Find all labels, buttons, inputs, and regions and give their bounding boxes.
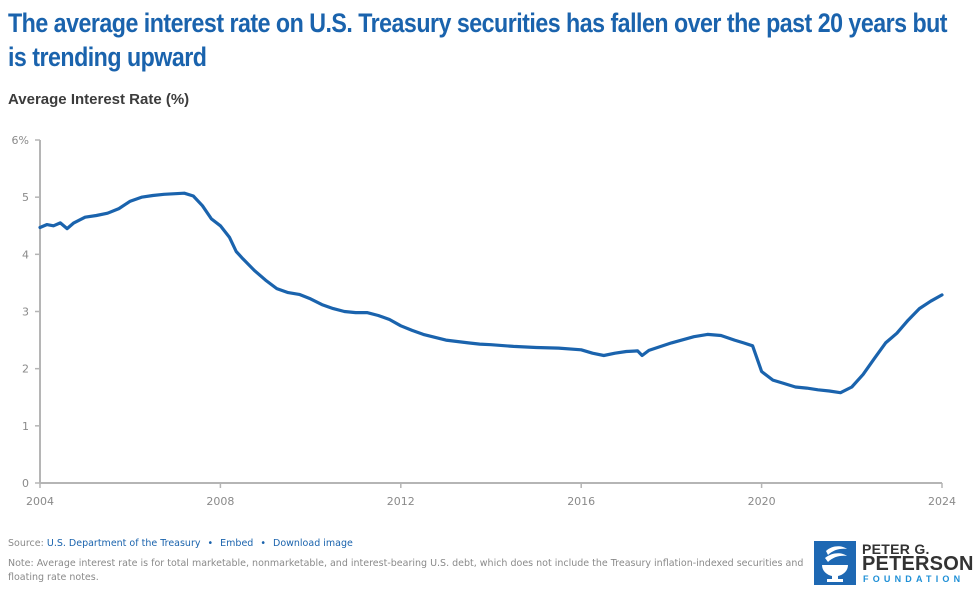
y-tick-label: 0 — [22, 477, 29, 490]
x-tick-label: 2008 — [206, 495, 234, 508]
logo-line-3: FOUNDATION — [863, 574, 965, 584]
x-tick-label: 2012 — [387, 495, 415, 508]
y-tick-label: 4 — [22, 248, 29, 261]
y-tick-label: 3 — [22, 306, 29, 319]
source-label: Source: — [8, 538, 44, 549]
torch-icon — [814, 541, 856, 585]
x-tick-label: 2020 — [748, 495, 776, 508]
chart-note: Note: Average interest rate is for total… — [8, 558, 804, 583]
embed-link[interactable]: Embed — [220, 538, 254, 549]
source-link[interactable]: U.S. Department of the Treasury — [46, 538, 201, 549]
source-line: Source: U.S. Department of the Treasury … — [8, 538, 353, 549]
y-tick-label: 1 — [22, 420, 29, 433]
x-axis: 2004 2008 2012 2016 2020 2024 — [26, 482, 956, 508]
x-tick-label: 2004 — [26, 495, 54, 508]
x-tick-label: 2024 — [928, 495, 956, 508]
y-tick-label: 2 — [22, 363, 29, 376]
x-tick-label: 2016 — [567, 495, 595, 508]
plot-area — [38, 191, 944, 395]
download-image-link[interactable]: Download image — [273, 538, 353, 549]
y-tick-label: 6% — [12, 134, 29, 147]
chart-title: The average interest rate on U.S. Treasu… — [8, 8, 948, 72]
separator: • — [260, 538, 266, 549]
series-line-average-interest-rate — [38, 191, 944, 395]
separator: • — [207, 538, 214, 549]
logo-line-2: PETERSON — [862, 553, 974, 575]
y-tick-label: 5 — [22, 191, 29, 204]
line-chart: 0 1 2 3 4 5 6% 2004 2008 2012 2016 2020 2024 — [12, 134, 956, 508]
y-axis-title: Average Interest Rate (%) — [8, 91, 190, 108]
logo-line-1: PETER G. — [862, 541, 930, 557]
peterson-foundation-logo[interactable]: PETER G. PETERSON FOUNDATION — [814, 541, 973, 585]
y-axis: 0 1 2 3 4 5 6% — [12, 134, 41, 490]
